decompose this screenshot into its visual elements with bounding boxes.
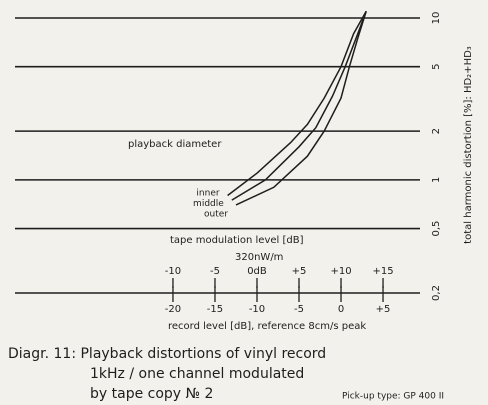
caption: Diagr. 11: Playback distortions of vinyl… bbox=[8, 346, 326, 362]
curve bbox=[231, 11, 367, 201]
x2-tick-label: +10 bbox=[330, 266, 351, 277]
x-tick-label: 0 bbox=[338, 304, 344, 315]
x-axis-label: record level [dB], reference 8cm/s peak bbox=[168, 321, 366, 332]
x2-axis-label: tape modulation level [dB] bbox=[170, 235, 304, 246]
legend-label: inner bbox=[196, 189, 219, 199]
curve bbox=[235, 11, 367, 206]
caption: by tape copy № 2 bbox=[90, 386, 213, 402]
y-axis-label: total harmonic distortion [%]: HD₂+HD₃ bbox=[463, 46, 474, 244]
x2-tick-label: +5 bbox=[292, 266, 307, 277]
legend-label: middle bbox=[193, 199, 224, 209]
y-tick-label: 1 bbox=[431, 177, 442, 183]
x2-tick-label: -5 bbox=[210, 266, 220, 277]
x-tick-label: -10 bbox=[249, 304, 265, 315]
y-tick-label: 0,5 bbox=[431, 221, 442, 237]
x-tick-label: -20 bbox=[165, 304, 181, 315]
x-tick-label: -15 bbox=[207, 304, 223, 315]
y-tick-label: 0,2 bbox=[431, 285, 442, 301]
caption: 1kHz / one channel modulated bbox=[90, 366, 304, 382]
x-tick-label: +5 bbox=[376, 304, 391, 315]
x-tick-label: -5 bbox=[294, 304, 304, 315]
y-tick-label: 10 bbox=[431, 12, 442, 25]
legend-label: outer bbox=[204, 210, 228, 220]
x2-tick-label: 0dB bbox=[247, 266, 267, 277]
curve bbox=[227, 10, 367, 197]
x2-axis-sublabel: 320nW/m bbox=[235, 252, 283, 263]
x2-tick-label: -10 bbox=[165, 266, 181, 277]
x2-tick-label: +15 bbox=[372, 266, 393, 277]
y-tick-label: 5 bbox=[431, 64, 442, 70]
y-tick-label: 2 bbox=[431, 128, 442, 134]
pickup-note: Pick-up type: GP 400 II bbox=[342, 392, 444, 402]
annotation: playback diameter bbox=[128, 139, 222, 150]
